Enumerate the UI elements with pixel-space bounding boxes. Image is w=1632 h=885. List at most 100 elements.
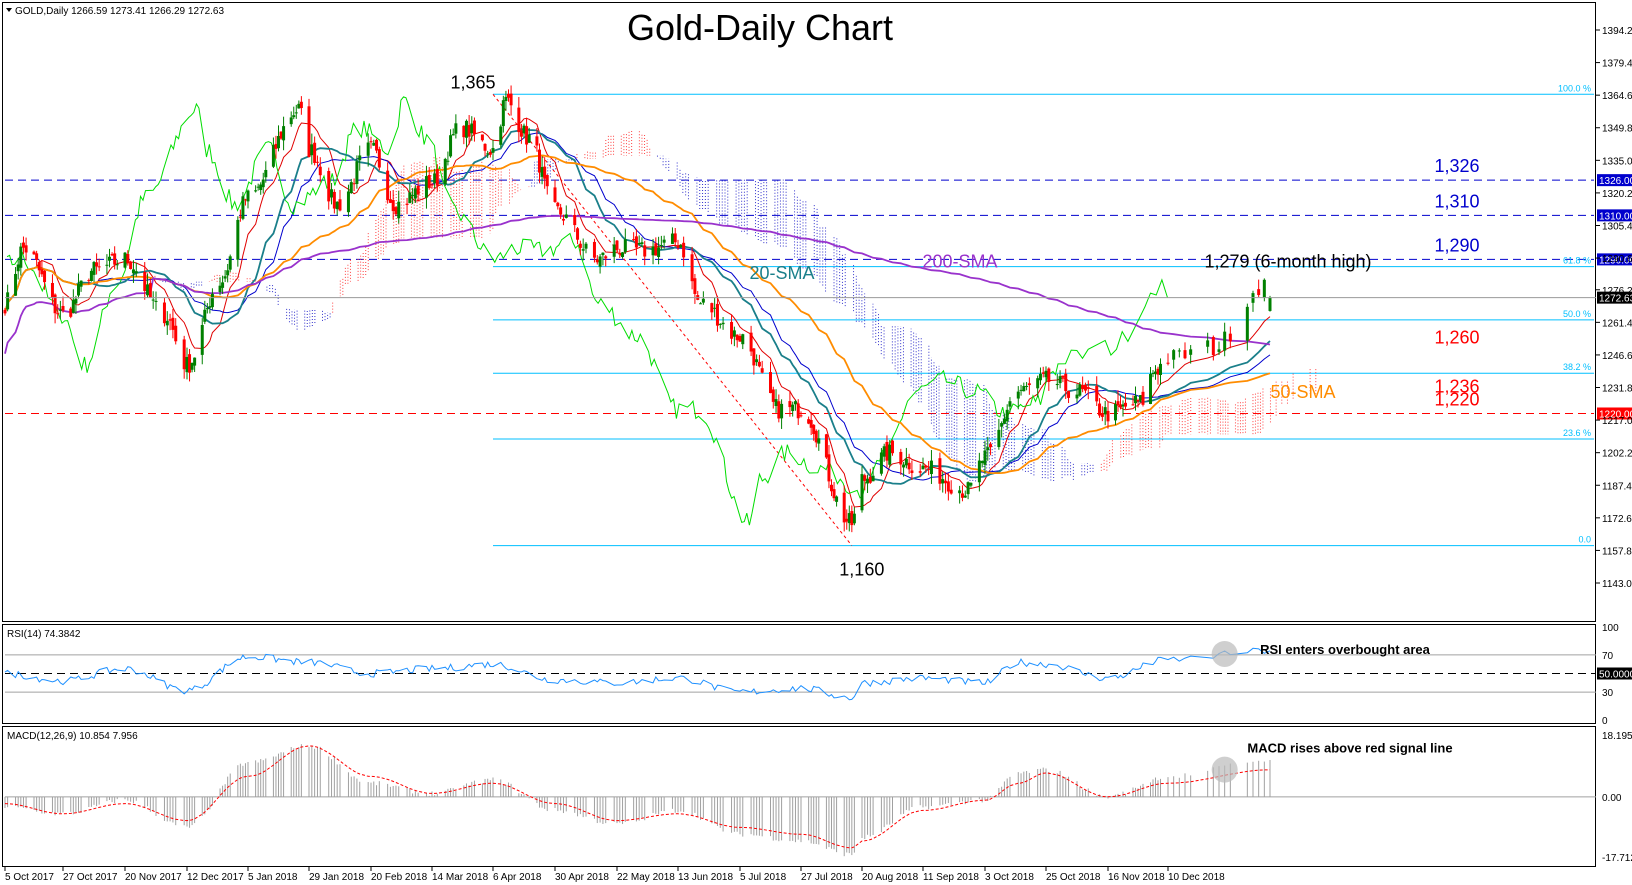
- candle-body: [651, 246, 655, 256]
- candle-body: [277, 135, 280, 149]
- candle-body: [543, 166, 547, 179]
- candle-body: [35, 253, 39, 260]
- candle-body: [1064, 373, 1068, 392]
- candle-body: [690, 254, 694, 282]
- candle-body: [921, 465, 925, 470]
- candle-body: [676, 245, 680, 248]
- candle-body: [1000, 423, 1004, 427]
- candle-body: [148, 283, 152, 298]
- candle-body: [573, 214, 577, 226]
- candle-body: [226, 270, 230, 276]
- candle-body: [1044, 370, 1048, 378]
- fib-label: 38.2 %: [1563, 362, 1591, 372]
- candle-body: [488, 151, 492, 155]
- candle-body: [659, 245, 663, 247]
- candle-body: [299, 101, 303, 109]
- candle-body: [601, 252, 605, 256]
- candle-body: [259, 184, 263, 191]
- candle-body: [413, 188, 417, 199]
- candle-body: [50, 282, 54, 298]
- candle-body: [171, 317, 175, 330]
- annotation-label: 1,279 (6-month high): [1204, 252, 1371, 272]
- date-tick-label: 20 Nov 2017: [125, 872, 182, 883]
- candle-body: [397, 201, 401, 219]
- candle-body: [427, 174, 431, 188]
- candle-body: [200, 325, 204, 355]
- candle-body: [228, 256, 232, 270]
- candle-body: [37, 262, 41, 271]
- date-tick-label: 10 Dec 2018: [1168, 872, 1225, 883]
- candle-body: [1002, 418, 1006, 424]
- candle-body: [69, 308, 73, 317]
- candle-body: [1083, 384, 1087, 391]
- candle-body: [1114, 403, 1117, 421]
- candle-body: [451, 134, 455, 136]
- candle-body: [1106, 410, 1110, 422]
- candle-body: [289, 117, 293, 125]
- candle-body: [386, 170, 390, 201]
- candle-body: [604, 256, 608, 259]
- candle-body: [467, 125, 471, 137]
- candle-body: [615, 240, 619, 250]
- candle-body: [927, 468, 931, 470]
- kijun-line: [4, 132, 1271, 481]
- candle-body: [924, 465, 928, 468]
- candle-body: [882, 446, 886, 457]
- candle-body: [891, 440, 894, 454]
- candle-body: [218, 285, 222, 293]
- candle-body: [97, 266, 101, 268]
- candle-body: [433, 173, 437, 184]
- candle-body: [958, 490, 962, 494]
- level-note-label: 1,310: [1434, 191, 1479, 211]
- candle-body: [330, 189, 334, 198]
- candle-body: [1058, 376, 1062, 384]
- candle-body: [885, 441, 889, 461]
- candle-body: [1136, 399, 1140, 402]
- candle-body: [40, 269, 44, 275]
- price-tick-label: 1246.60: [1602, 351, 1632, 362]
- candle-body: [1067, 391, 1071, 398]
- date-tick-label: 14 Mar 2018: [432, 872, 489, 883]
- candle-body: [517, 107, 521, 133]
- candle-body: [56, 313, 60, 315]
- candle-body: [486, 153, 490, 155]
- candle-body: [1228, 333, 1232, 342]
- candle-body: [146, 284, 150, 296]
- candle-body: [470, 123, 474, 134]
- date-tick-label: 27 Oct 2017: [63, 872, 118, 883]
- candle-body: [256, 186, 260, 188]
- candle-body: [1022, 386, 1026, 392]
- date-tick-label: 16 Nov 2018: [1108, 872, 1165, 883]
- candle-body: [279, 131, 283, 139]
- candle-body: [540, 167, 544, 177]
- candle-body: [129, 262, 133, 269]
- candle-body: [1025, 385, 1029, 387]
- candle-body: [168, 319, 172, 321]
- candle-body: [446, 160, 450, 162]
- level-axis-marker: [1597, 253, 1632, 266]
- candle-body: [538, 149, 541, 173]
- candle-body: [807, 419, 811, 424]
- candle-body: [123, 252, 127, 268]
- candle-body: [1019, 389, 1023, 391]
- candle-body: [618, 252, 622, 255]
- candle-body: [799, 415, 803, 417]
- candle-body: [983, 450, 987, 465]
- menu-triangle-icon[interactable]: [6, 8, 12, 12]
- macd-pane: 18.1952 0.00 -17.7128 MACD rises above red …: [4, 731, 1632, 864]
- price-tick-label: 1157.80: [1602, 546, 1632, 557]
- candle-body: [238, 216, 242, 218]
- candle-body: [749, 332, 753, 352]
- candle-body: [966, 482, 970, 495]
- candle-body: [95, 262, 99, 267]
- current-price-marker: [1597, 291, 1632, 304]
- candle-body: [315, 161, 319, 163]
- price-tick-label: 1305.40: [1602, 221, 1632, 232]
- level-note-label: 1,290: [1434, 235, 1479, 255]
- candle-body: [74, 298, 78, 304]
- candle-body: [621, 252, 625, 258]
- candle-body: [32, 251, 36, 255]
- candle-body: [205, 308, 209, 310]
- candle-body: [454, 123, 458, 134]
- price-tick-label: 1217.00: [1602, 416, 1632, 427]
